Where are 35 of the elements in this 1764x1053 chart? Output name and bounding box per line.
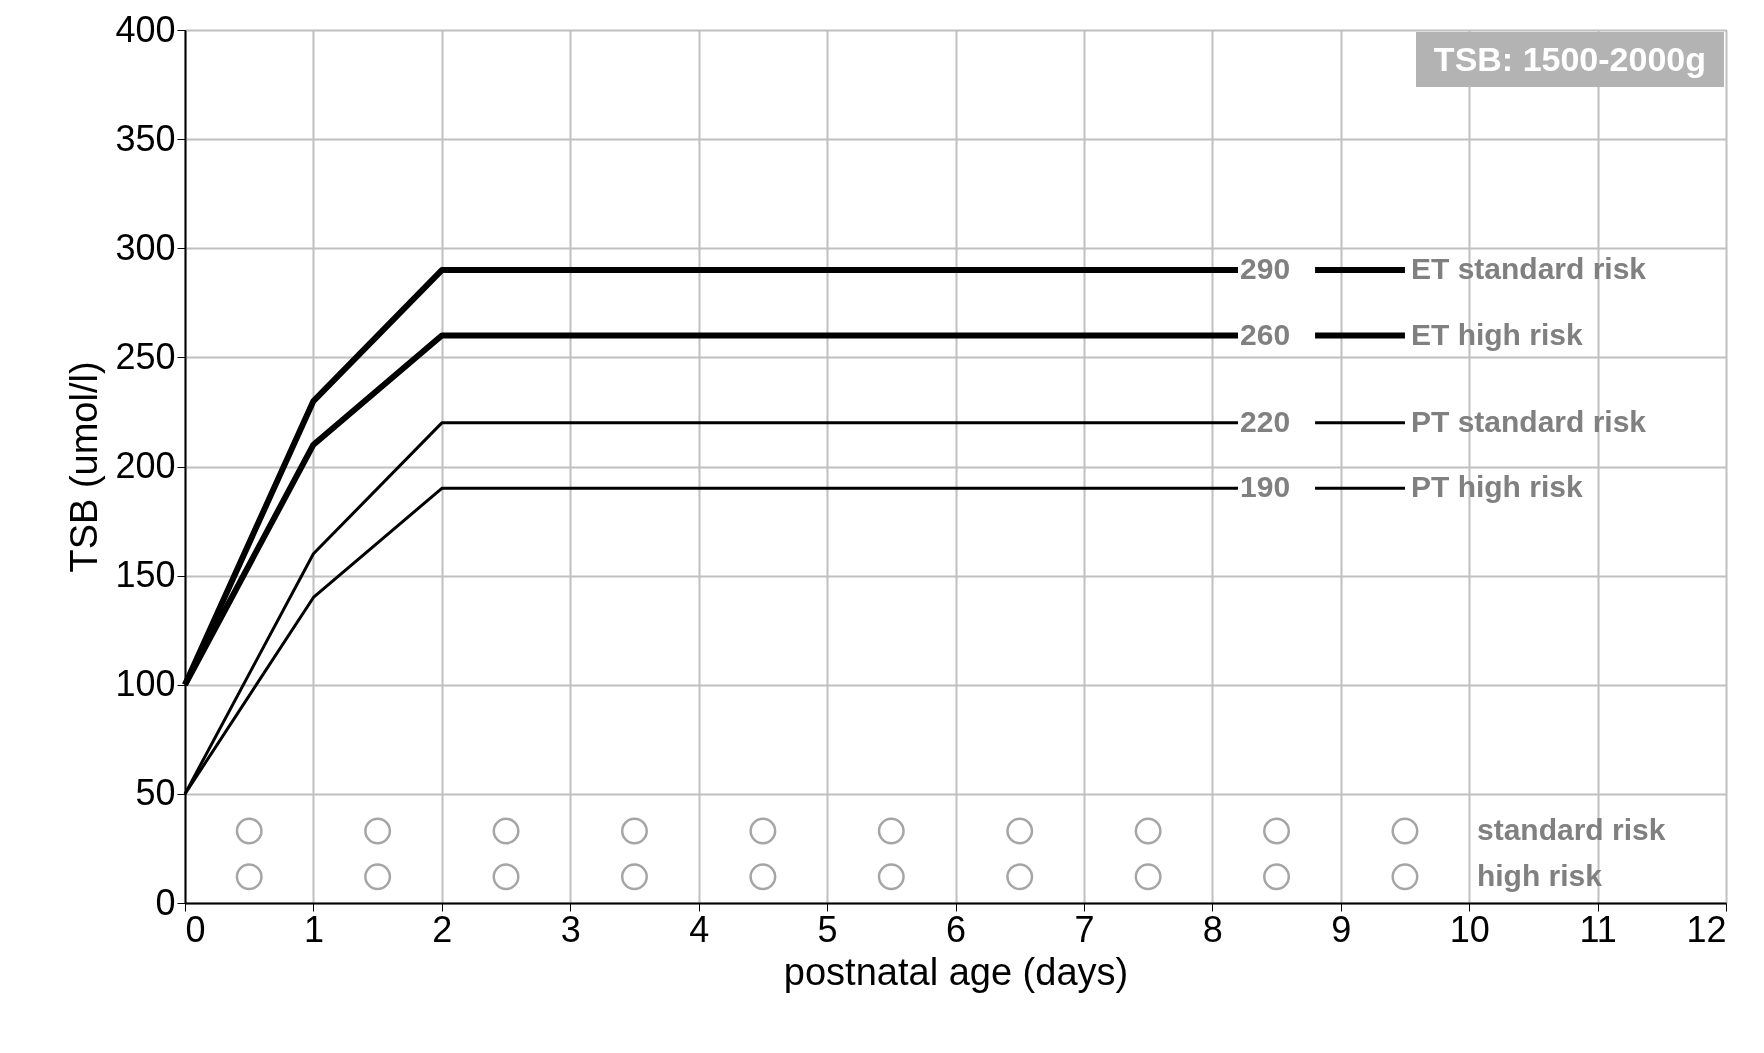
series-label: high risk xyxy=(1476,858,1603,892)
chart-title: TSB: 1500-2000g xyxy=(1415,32,1724,87)
x-tick-label: 0 xyxy=(185,908,206,950)
series-label: ET standard risk xyxy=(1410,252,1647,286)
y-tick-label: 0 xyxy=(155,881,176,923)
x-tick-label: 2 xyxy=(432,908,453,950)
y-tick-label: 250 xyxy=(115,335,176,377)
y-tick-label: 300 xyxy=(115,226,176,268)
x-tick-label: 7 xyxy=(1074,908,1095,950)
x-tick-label: 5 xyxy=(817,908,838,950)
series-label: ET high risk xyxy=(1410,317,1583,351)
x-tick-label: 3 xyxy=(560,908,581,950)
y-tick-label: 50 xyxy=(135,772,176,814)
y-axis-title: TSB (umol/l) xyxy=(63,361,106,573)
x-tick-label: 8 xyxy=(1202,908,1223,950)
series-label: standard risk xyxy=(1476,812,1666,846)
data-label: 220 xyxy=(1240,404,1291,438)
y-tick-label: 100 xyxy=(115,663,176,705)
y-tick-label: 200 xyxy=(115,445,176,486)
x-tick-label: 4 xyxy=(689,908,710,950)
x-axis-title: postnatal age (days) xyxy=(783,950,1129,993)
x-tick-label: 10 xyxy=(1449,908,1490,950)
y-tick-label: 400 xyxy=(115,8,176,50)
data-label: 190 xyxy=(1240,470,1291,504)
x-tick-label: 9 xyxy=(1331,908,1352,950)
series-label: PT standard risk xyxy=(1410,404,1647,438)
data-label: 290 xyxy=(1240,252,1291,286)
y-tick-label: 350 xyxy=(115,117,176,159)
x-tick-label: 11 xyxy=(1579,908,1617,950)
x-tick-label: 12 xyxy=(1686,908,1727,950)
series-label: PT high risk xyxy=(1410,470,1583,504)
x-tick-label: 1 xyxy=(303,908,324,950)
y-tick-label: 150 xyxy=(115,554,176,596)
data-label: 260 xyxy=(1240,317,1291,351)
x-tick-label: 6 xyxy=(945,908,967,950)
